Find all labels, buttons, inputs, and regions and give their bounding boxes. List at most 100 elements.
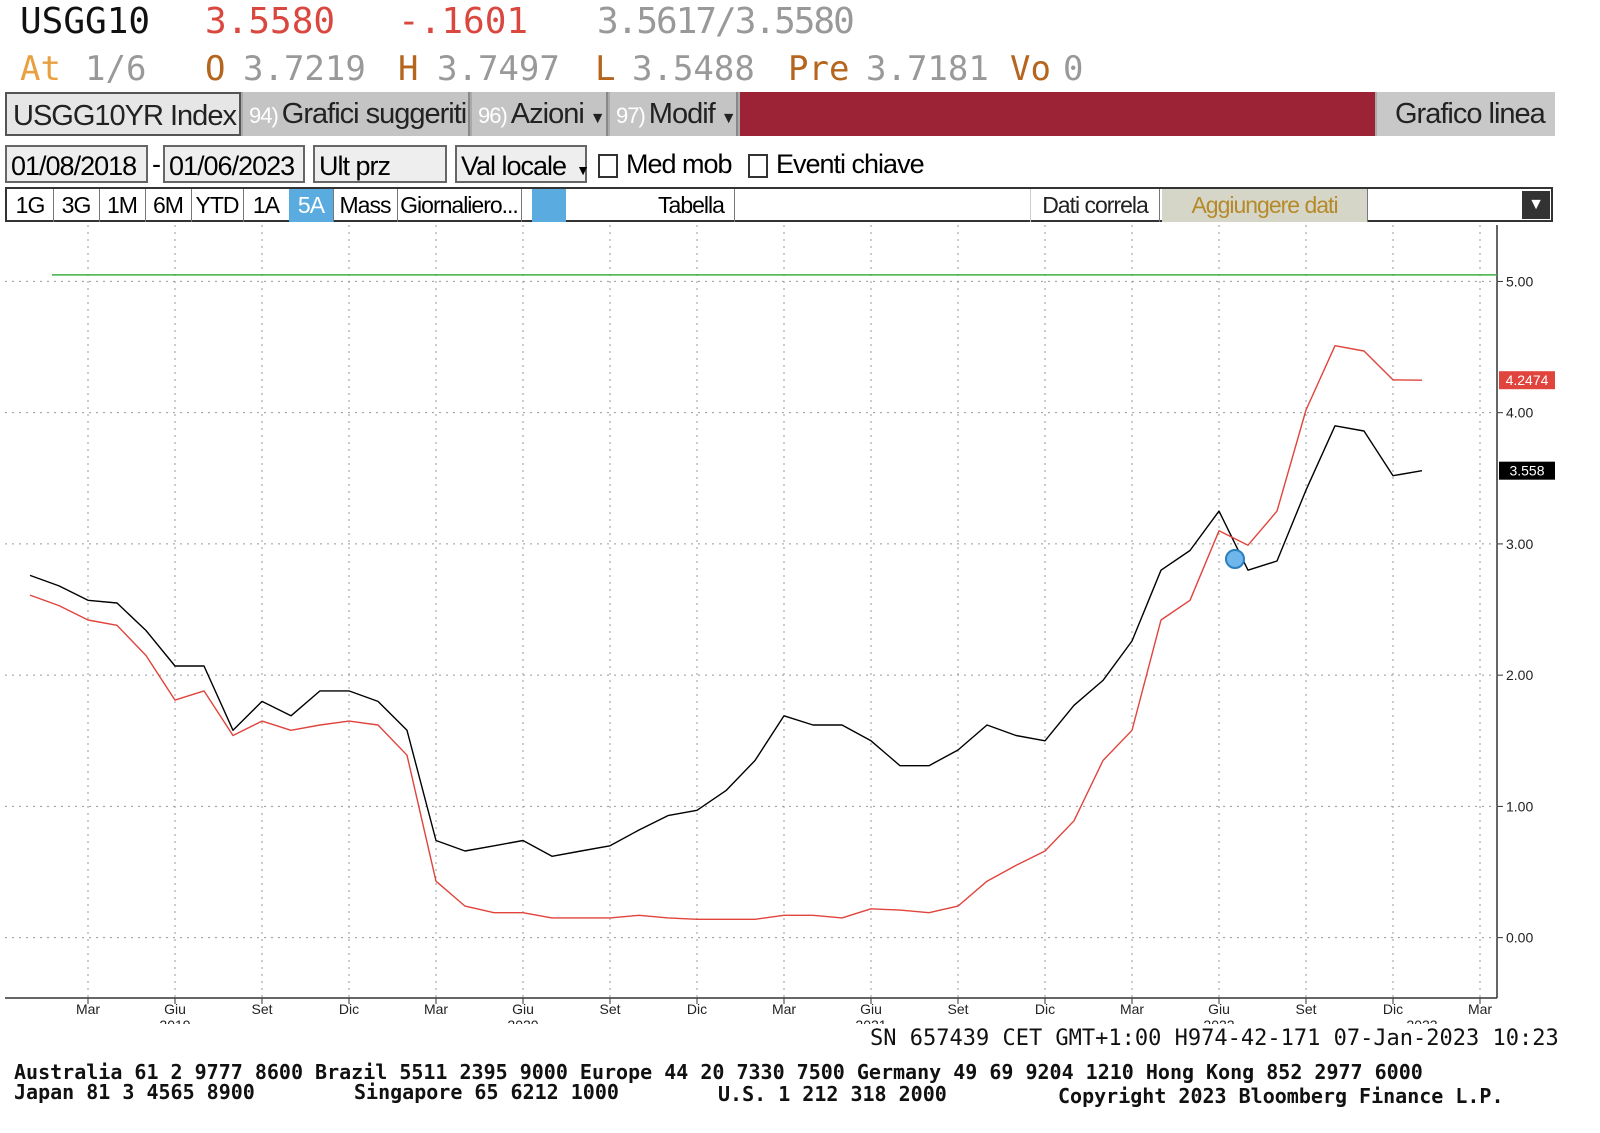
year-label: 2021 <box>855 1017 886 1033</box>
at-label: At <box>20 49 61 89</box>
x-tick-label: Giu <box>1208 1001 1230 1017</box>
start-date-text: 01/08/2018 <box>11 151 137 181</box>
series-line <box>29 425 1423 857</box>
y-tick-label: 2.00 <box>1506 667 1533 683</box>
x-tick-label: Mar <box>772 1001 796 1017</box>
table-button[interactable]: Tabella <box>648 189 735 222</box>
field-box[interactable]: Ult prz <box>313 145 447 183</box>
menu-button[interactable]: 96) Azioni ▼ <box>472 92 608 136</box>
y-tick-label: 5.00 <box>1506 273 1533 289</box>
chart-type: Grafico linea <box>1395 98 1546 130</box>
x-tick-label: Giu <box>512 1001 534 1017</box>
menu-label: Modif <box>648 98 716 130</box>
volume: 0 <box>1063 49 1084 89</box>
currency-text: Val locale <box>461 151 567 181</box>
key-events-option[interactable]: Eventi chiave <box>748 145 925 183</box>
security-box[interactable]: USGG10YR Index <box>5 92 241 136</box>
at-value: 1/6 <box>85 49 147 89</box>
range-button[interactable]: 1M <box>99 189 146 222</box>
copyright: Copyright 2023 Bloomberg Finance L.P. <box>1058 1084 1504 1108</box>
add-data-label: Aggiungere dati <box>1191 192 1338 218</box>
dropdown-button[interactable]: ▼ <box>1522 191 1550 219</box>
volume-label: Vo <box>1010 49 1051 89</box>
range-button[interactable]: YTD <box>191 189 244 222</box>
x-tick-label: Mar <box>76 1001 100 1017</box>
x-tick-label: Set <box>1295 1001 1316 1017</box>
x-tick-label: Dic <box>687 1001 707 1017</box>
prev: 3.7181 <box>866 49 989 89</box>
x-tick-label: Mar <box>1120 1001 1144 1017</box>
menu-button[interactable]: 94) Grafici suggeriti <box>243 92 470 136</box>
range-button[interactable]: 1G <box>7 189 54 222</box>
start-date[interactable]: 01/08/2018 <box>5 145 148 183</box>
x-tick-label: Dic <box>1383 1001 1403 1017</box>
contacts-line: Singapore 65 6212 1000 <box>354 1080 619 1104</box>
y-tick-label: 3.00 <box>1506 536 1533 552</box>
x-tick-label: Giu <box>860 1001 882 1017</box>
correlation-label: Dati correla <box>1042 192 1149 218</box>
bid-ask: 3.5617/3.5580 <box>597 1 855 42</box>
y-tick-label: 4.00 <box>1506 405 1533 421</box>
year-label: 2023 <box>1406 1017 1437 1033</box>
range-button[interactable]: 3G <box>53 189 100 222</box>
low: 3.5488 <box>632 49 755 89</box>
event-marker[interactable] <box>1225 549 1245 569</box>
menu-button[interactable]: 97) Modif ▼ <box>610 92 738 136</box>
menu-number: 96) <box>478 103 508 128</box>
year-label: 2020 <box>507 1017 538 1033</box>
table-label: Tabella <box>658 192 725 218</box>
end-date-text: 01/06/2023 <box>169 151 295 181</box>
currency-box[interactable]: Val locale ▼ <box>455 145 590 183</box>
contacts-line: Japan 81 3 4565 8900 <box>14 1080 255 1104</box>
correlation-button[interactable]: Dati correla <box>1030 189 1160 222</box>
ticker: USGG10 <box>20 1 151 42</box>
year-label: 2019 <box>159 1017 190 1033</box>
menu-label: Azioni <box>510 98 585 130</box>
x-tick-label: Dic <box>339 1001 359 1017</box>
open-label: O <box>205 49 226 89</box>
prev-label: Pre <box>788 49 850 89</box>
high-label: H <box>398 49 419 89</box>
x-tick-label: Set <box>947 1001 968 1017</box>
range-button[interactable]: 6M <box>145 189 192 222</box>
low-label: L <box>595 49 616 89</box>
open: 3.7219 <box>243 49 366 89</box>
x-tick-label: Mar <box>1468 1001 1492 1017</box>
security: USGG10YR Index <box>13 100 237 132</box>
last-value-tag <box>1499 461 1555 480</box>
y-tick-label: 1.00 <box>1506 798 1533 814</box>
high: 3.7497 <box>437 49 560 89</box>
last-value-label: 4.2474 <box>1506 372 1549 388</box>
menu-number: 94) <box>249 103 279 128</box>
year-label: 2022 <box>1203 1017 1234 1033</box>
x-tick-label: Giu <box>164 1001 186 1017</box>
range-button[interactable]: Mass <box>333 189 398 222</box>
last-value-label: 3.558 <box>1509 463 1544 479</box>
moving-avg-option[interactable]: Med mob <box>598 145 733 183</box>
contacts-line: Australia 61 2 9777 8600 Brazil 5511 239… <box>14 1060 1423 1084</box>
range-button[interactable]: Giornaliero... <box>397 189 522 222</box>
x-tick-label: Dic <box>1035 1001 1055 1017</box>
x-tick-label: Set <box>599 1001 620 1017</box>
range-button[interactable]: 5A <box>289 189 334 222</box>
toolbar-fill <box>740 92 1375 136</box>
series-line <box>29 345 1423 920</box>
field-text: Ult prz <box>319 151 391 181</box>
last-price: 3.5580 <box>205 1 336 42</box>
change: -.1601 <box>398 1 529 42</box>
chart-icon-button[interactable] <box>532 189 566 222</box>
contacts-line: U.S. 1 212 318 2000 <box>718 1082 947 1106</box>
range-bar <box>5 187 1553 222</box>
moving-avg-label: Med mob <box>626 149 733 179</box>
key-events-label: Eventi chiave <box>776 149 925 179</box>
add-data-box[interactable]: Aggiungere dati <box>1162 189 1368 222</box>
menu-label: Grafici suggeriti <box>281 98 467 130</box>
date-separator: - <box>152 149 161 179</box>
end-date[interactable]: 01/06/2023 <box>163 145 305 183</box>
y-tick-label: 0.00 <box>1506 930 1533 946</box>
chart-type-button[interactable]: Grafico linea <box>1377 92 1555 136</box>
x-tick-label: Mar <box>424 1001 448 1017</box>
menu-number: 97) <box>616 103 646 128</box>
